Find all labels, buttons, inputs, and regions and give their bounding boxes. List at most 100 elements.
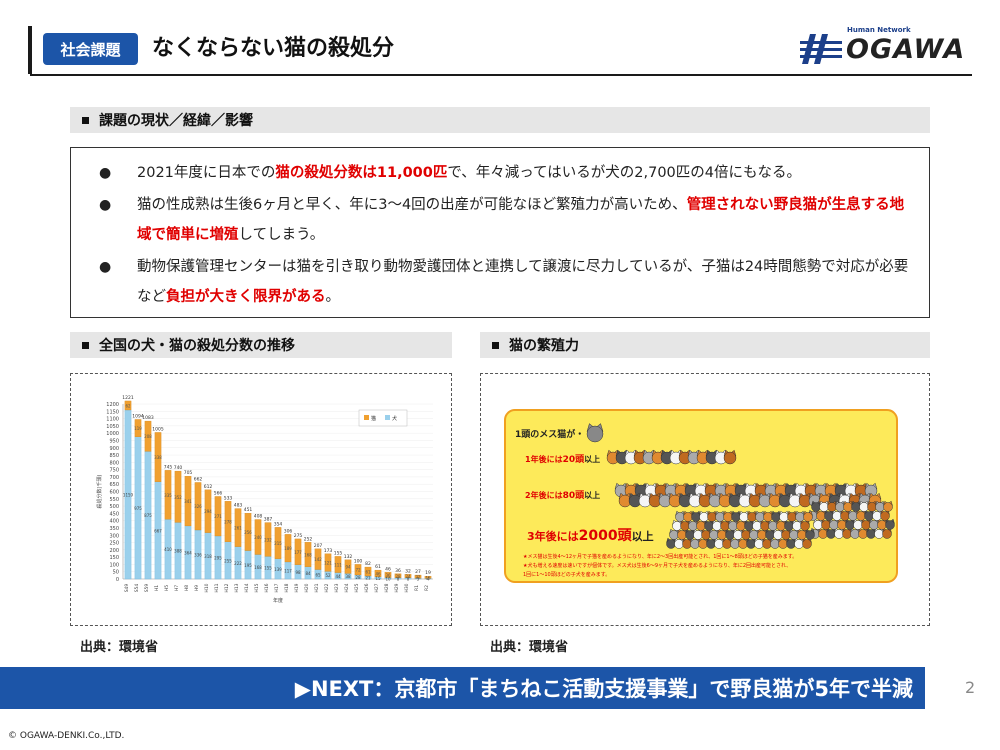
cat-head (784, 521, 794, 531)
y-tick-label: 900 (109, 446, 119, 452)
dog-value-label: 410 (164, 547, 172, 552)
cat-face-icon (586, 423, 604, 443)
y-tick-label: 750 (109, 468, 119, 474)
x-tick-label: H15 (254, 583, 260, 592)
cat-head (688, 521, 698, 531)
y-tick-label: 600 (109, 490, 119, 496)
bullet-dot-icon: ● (99, 259, 112, 275)
dog-value-label: 98 (295, 570, 301, 575)
cat-head (864, 511, 874, 521)
x-tick-label: H26 (364, 583, 370, 592)
legend-box (358, 409, 408, 427)
cat-face-icon (691, 510, 701, 522)
legend-label-dog: 犬 (392, 415, 397, 422)
cat-value-label: 341 (184, 499, 192, 504)
cat-value-label: 278 (224, 520, 232, 525)
dog-value-label: 667 (154, 528, 162, 533)
cat-head (832, 511, 842, 521)
cat-head (787, 512, 797, 522)
bullet-text: してしまう。 (238, 227, 325, 243)
cat-head (778, 539, 788, 549)
dog-value-label: 117 (284, 568, 292, 573)
source-left: 出典：環境省 (80, 640, 159, 655)
cat-value-label: 24 (405, 574, 411, 579)
category-tag: 社会課題 (43, 33, 138, 65)
dog-value-label: 295 (214, 555, 222, 560)
title-accent-bar (28, 26, 32, 74)
y-tick-label: 400 (109, 519, 119, 525)
cat-head (794, 539, 804, 549)
bar-cat (414, 574, 422, 579)
cat-head (691, 512, 701, 522)
total-label: 100 (354, 558, 363, 564)
cat-head (848, 511, 858, 521)
cat-head (786, 539, 796, 549)
cat-head (674, 539, 684, 549)
cat-head (717, 530, 727, 540)
bar-cat (134, 419, 142, 437)
y-tick-label: 100 (109, 562, 119, 568)
cat-head (781, 530, 791, 540)
cat-face-icon (784, 482, 798, 498)
legend-swatch-dog (385, 415, 390, 420)
square-bullet-icon (82, 341, 89, 349)
cat-head (776, 521, 786, 531)
bar-cat (354, 564, 362, 576)
cat-face-icon (733, 528, 743, 540)
dog-value-label: 168 (254, 565, 262, 570)
section-header-chart: 全国の犬・猫の殺処分数の推移 (70, 332, 452, 358)
cat-value-label: 72 (355, 568, 361, 573)
cat-value-label: 15 (425, 575, 431, 580)
cat-head (680, 521, 690, 531)
dog-value-label: 10 (385, 576, 391, 581)
breeding-row-pre: 1年後には (525, 454, 563, 464)
cat-head (709, 530, 719, 540)
bar-cat (124, 400, 132, 411)
total-label: 745 (164, 464, 173, 470)
x-tick-label: H22 (324, 583, 330, 592)
cat-head (779, 512, 789, 522)
cat-head (819, 502, 829, 512)
cat-head (771, 512, 781, 522)
cat-head (760, 521, 770, 531)
bullet-text: 。 (325, 289, 341, 305)
x-tick-label: H7 (174, 585, 180, 591)
x-tick-label: H1 (154, 585, 160, 591)
cat-head (821, 520, 831, 530)
cat-face-icon (885, 518, 895, 530)
cat-head (818, 529, 828, 539)
section-label: 全国の犬・猫の殺処分数の推移 (99, 338, 295, 354)
cat-value-label: 142 (314, 557, 322, 562)
cat-head (856, 511, 866, 521)
cat-value-label: 232 (264, 537, 272, 542)
cat-head (730, 539, 740, 549)
cat-head (869, 520, 879, 530)
y-tick-label: 700 (109, 475, 119, 481)
cat-head (723, 512, 733, 522)
cat-face-icon (682, 537, 692, 549)
total-label: 662 (194, 476, 203, 482)
bar-cat (144, 420, 152, 452)
cat-face-icon (813, 518, 823, 530)
cat-face-icon (802, 537, 812, 549)
cat-value-label: 168 (304, 553, 312, 558)
logo-wordmark: OGAWA (846, 34, 966, 65)
y-axis-title: 殺処分数(千頭) (96, 475, 103, 509)
cat-head (875, 502, 885, 512)
y-tick-label: 250 (109, 541, 119, 547)
cat-face-icon (698, 492, 712, 508)
cat-face-icon (811, 500, 821, 512)
x-tick-label: H16 (264, 583, 270, 592)
section-header-status: 課題の現状／経緯／影響 (70, 107, 930, 133)
total-label: 173 (324, 548, 333, 554)
company-logo: Human Network OGAWA (800, 26, 975, 70)
logo-tagline: Human Network (847, 26, 911, 34)
cat-face-icon (690, 537, 700, 549)
cat-face-icon (867, 500, 877, 512)
dog-value-label: 336 (194, 553, 202, 558)
bar-cat (364, 566, 372, 577)
breeding-note: ★犬も増える速度は速いですが個体です。メス犬は生後6～9ヶ月で子犬を産めるように… (523, 562, 791, 569)
bar-cat (214, 496, 222, 537)
cat-face-icon (709, 528, 719, 540)
bullet-text: 猫の性成熟は生後6ヶ月と早く、年に3～4回の出産が可能なほど繁殖力が高いため、 (137, 197, 687, 213)
